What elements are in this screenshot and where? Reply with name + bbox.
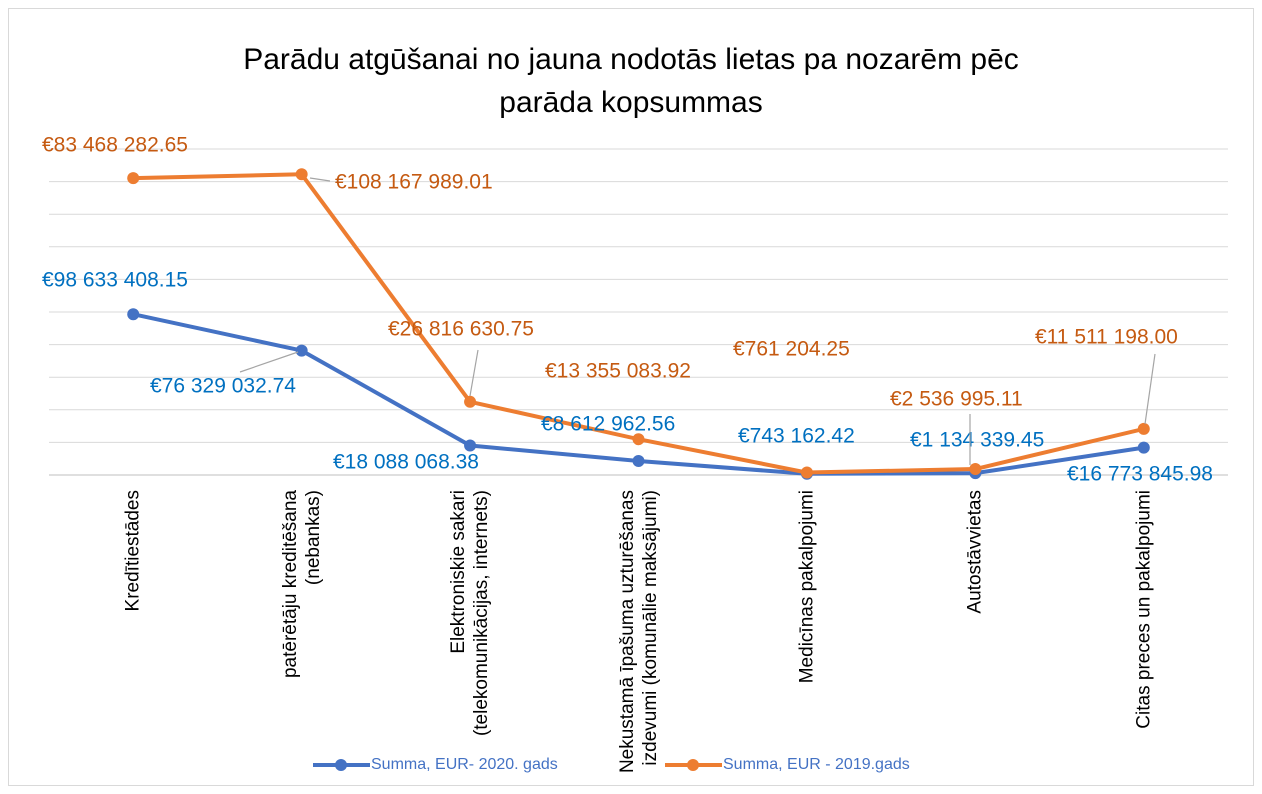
data-label: €8 612 962.56 [541,413,675,436]
legend-marker [335,759,347,771]
series-marker [464,395,477,408]
leader-line [309,177,331,182]
legend-label: Summa, EUR- 2020. gads [371,756,558,773]
series-marker [127,308,140,321]
data-label: €83 468 282.65 [42,134,188,157]
data-label: €98 633 408.15 [42,269,188,292]
data-label: €108 167 989.01 [335,171,493,194]
leader-line [469,349,479,397]
x-tick-label: Citas preces un pakalpojumi [1133,490,1155,729]
x-tick-label: patērētāju kreditēšana (nebankas) [279,490,324,679]
legend-marker [687,759,699,771]
x-tick-label: Nekustamā īpašuma uzturēšanas izdevumi (… [616,490,661,774]
data-label: €13 355 083.92 [545,360,691,383]
data-label: €16 773 845.98 [1067,463,1213,486]
series-marker [464,439,477,452]
leader-line [239,351,299,373]
data-label: €761 204.25 [733,338,850,361]
series-marker [1137,441,1150,454]
series-marker [295,168,308,181]
series-marker [969,463,982,476]
data-label: €2 536 995.11 [890,388,1023,411]
data-label: €26 816 630.75 [388,318,534,341]
series-marker [127,172,140,185]
data-label: €743 162.42 [738,425,855,448]
leader-line [1144,353,1156,425]
x-tick-label: Autostāvvietas [964,490,986,614]
x-tick-label: Kredītiestādes [122,490,144,612]
x-tick-label: Medicīnas pakalpojumi [796,490,818,684]
series-marker [800,466,813,479]
series-marker [632,454,645,467]
x-tick-label: Elektroniskie sakari (telekomunikācijas,… [448,490,493,737]
legend-label: Summa, EUR - 2019.gads [723,756,910,773]
data-label: €76 329 032.74 [150,375,296,398]
data-label: €1 134 339.45 [910,429,1044,452]
series-marker [632,433,645,446]
chart-border [8,8,1254,786]
series-marker [1137,422,1150,435]
chart-title: Parādu atgūšanai no jauna nodotās lietas… [243,43,1019,119]
data-label: €11 511 198.00 [1035,326,1178,349]
data-label: €18 088 068.38 [333,451,479,474]
series-marker [295,344,308,357]
